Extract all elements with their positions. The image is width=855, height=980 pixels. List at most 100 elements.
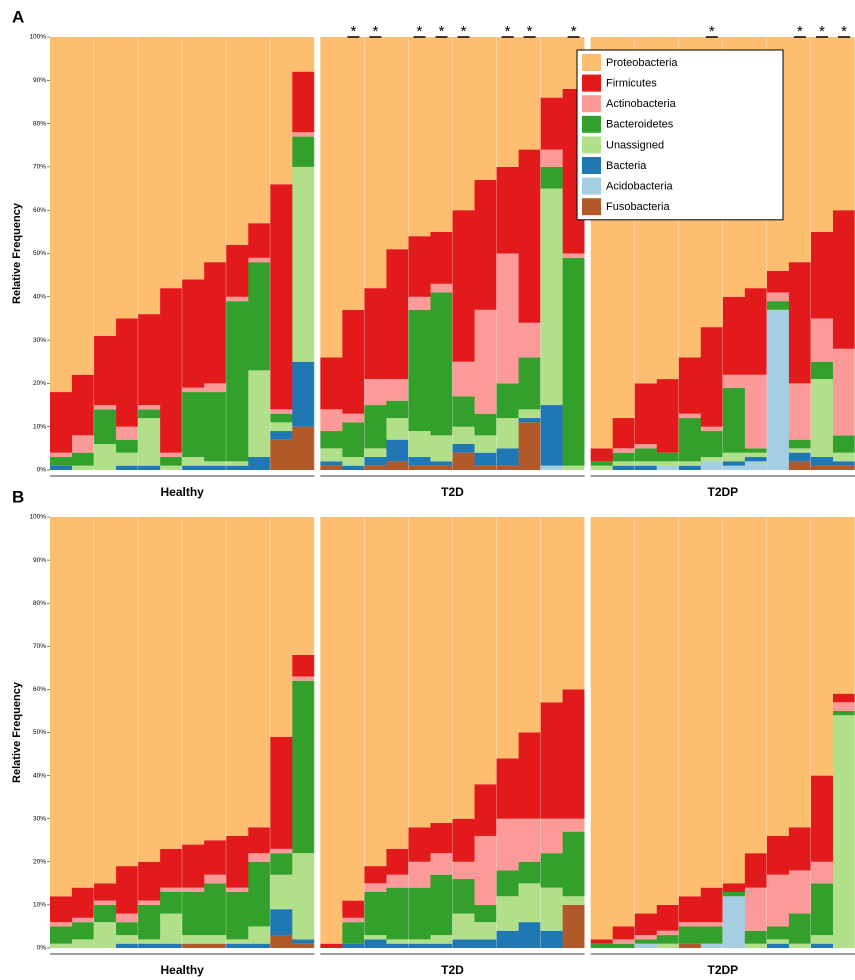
bar-segment <box>496 818 519 871</box>
y-tick-label: 10% <box>33 423 46 430</box>
legend-label: Bacteroidetes <box>606 119 674 131</box>
bar-segment <box>342 465 365 470</box>
bar-segment <box>678 465 702 470</box>
bar-segment <box>540 166 563 189</box>
bar-segment <box>540 702 563 819</box>
bar-segment <box>678 357 702 414</box>
bar-segment <box>292 361 315 427</box>
bar-segment <box>612 461 636 466</box>
y-tick-label: 80% <box>33 600 46 607</box>
bar-segment <box>722 461 746 466</box>
bar-segment <box>474 179 497 310</box>
y-tick-label: 20% <box>33 859 46 866</box>
bar-segment <box>94 335 117 406</box>
bar-segment <box>810 231 834 319</box>
bar-segment <box>386 461 409 470</box>
bar-segment <box>452 818 475 862</box>
bar-segment <box>810 861 834 884</box>
bar-segment <box>226 37 249 245</box>
significance-marker: * <box>350 23 356 40</box>
bar-segment <box>656 461 680 466</box>
bar-segment <box>590 461 613 466</box>
bar-segment <box>342 413 365 423</box>
bar-segment <box>832 348 855 436</box>
bar-segment <box>496 465 519 470</box>
bar-segment <box>342 943 365 948</box>
bar-segment <box>116 465 139 470</box>
bar-segment <box>562 517 585 690</box>
bar-segment <box>430 517 453 824</box>
bar-segment <box>50 465 73 470</box>
bar-segment <box>766 939 790 944</box>
bar-segment <box>700 457 724 462</box>
bar-segment <box>50 943 73 948</box>
bar-segment <box>94 405 117 410</box>
bar-segment <box>656 943 680 948</box>
y-tick-label: 40% <box>33 294 46 301</box>
bar-segment <box>72 37 95 375</box>
bar-segment <box>182 517 205 845</box>
bar-segment <box>474 939 497 948</box>
bar-segment <box>496 418 519 449</box>
bar-segment <box>292 71 315 133</box>
bar-segment <box>832 435 855 453</box>
bar-segment <box>832 461 855 466</box>
bar-segment <box>408 465 431 470</box>
bar-segment <box>94 900 117 905</box>
bar-segment <box>678 461 702 466</box>
bar-segment <box>744 930 768 944</box>
bar-segment <box>518 357 541 410</box>
bar-segment <box>518 517 541 733</box>
bar-segment <box>496 930 519 948</box>
bar-segment <box>364 379 387 406</box>
bar-segment <box>590 517 613 940</box>
y-tick-label: 70% <box>33 164 46 171</box>
bar-segment <box>562 253 585 258</box>
y-tick-label: 80% <box>33 120 46 127</box>
bar-segment <box>248 517 271 828</box>
bar-segment <box>226 296 249 302</box>
bar-segment <box>700 431 724 458</box>
bar-segment <box>160 887 183 892</box>
bar-segment <box>832 210 855 349</box>
bar-segment <box>744 457 768 462</box>
bar-segment <box>116 439 139 453</box>
bar-segment <box>204 943 227 948</box>
bar-segment <box>452 879 475 914</box>
bar-segment <box>248 457 271 470</box>
bar-segment <box>452 913 475 940</box>
bar-segment <box>474 835 497 905</box>
bar-segment <box>116 37 139 319</box>
bar-segment <box>518 149 541 323</box>
bar-segment <box>50 457 73 466</box>
bar-segment <box>160 288 183 453</box>
bar-segment <box>474 37 497 180</box>
bar-segment <box>722 374 746 388</box>
y-tick-label: 100% <box>29 514 46 521</box>
bar-segment <box>364 883 387 892</box>
bar-segment <box>408 457 431 466</box>
bar-segment <box>270 422 293 432</box>
significance-marker: * <box>505 23 511 40</box>
bar-segment <box>320 357 343 410</box>
bar-segment <box>386 943 409 948</box>
legend-label: Actinobacteria <box>606 98 677 110</box>
bar-segment <box>722 517 746 884</box>
bar-segment <box>452 396 475 427</box>
bar-segment <box>474 309 497 414</box>
bar-segment <box>182 465 205 470</box>
bar-segment <box>342 37 365 310</box>
bar-segment <box>182 387 205 393</box>
group-label: T2D <box>441 485 464 499</box>
legend-box <box>576 49 784 221</box>
bar-segment <box>766 309 790 470</box>
bar-segment <box>452 444 475 453</box>
bar-segment <box>50 392 73 453</box>
bar-segment <box>94 409 117 445</box>
bar-segment <box>590 448 613 462</box>
bar-segment <box>72 374 95 436</box>
bar-segment <box>810 318 834 362</box>
bar-segment <box>832 517 855 694</box>
bar-segment <box>590 943 613 948</box>
